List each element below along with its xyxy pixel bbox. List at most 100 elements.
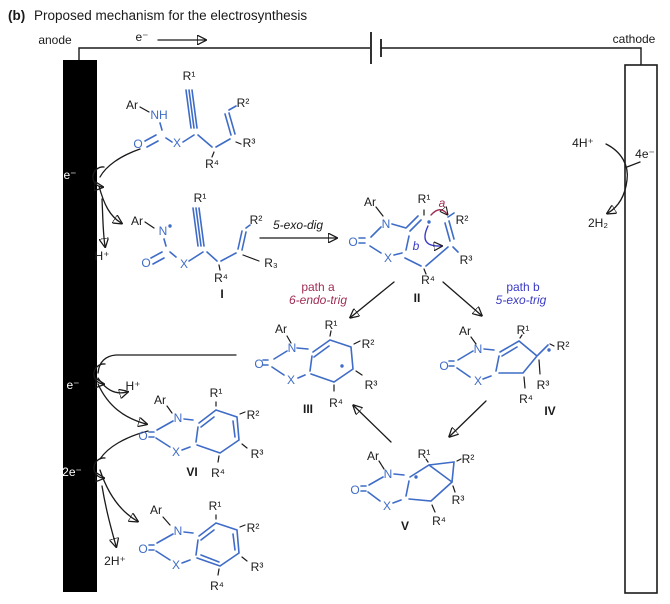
- bonds-black: [166, 401, 248, 463]
- arrow-ii-to-iv: [442, 281, 481, 315]
- numeral-iv: IV: [544, 404, 555, 418]
- structure-iv: Ar N O X R¹ R² R³ R⁴ IV: [439, 323, 569, 418]
- bonds-black: [144, 221, 260, 271]
- r3-label: R³: [251, 447, 264, 461]
- anode-e3-label: 2e⁻: [62, 465, 82, 479]
- r4-label: R⁴: [211, 466, 225, 480]
- flow-arrows: 5-exo-dig path a 6-endo-trig path b 5-ex…: [259, 218, 547, 443]
- n-label: N: [384, 467, 393, 481]
- r1-label: R¹: [194, 191, 207, 205]
- path-b-name: path b: [506, 280, 540, 294]
- r2-label: R²: [237, 96, 250, 110]
- r2-label: R²: [456, 213, 469, 227]
- figure-title-text: Proposed mechanism for the electrosynthe…: [34, 8, 307, 23]
- r1-label: R¹: [418, 192, 431, 206]
- n-label: N: [288, 341, 297, 355]
- path-a-mode: 6-endo-trig: [289, 293, 347, 307]
- curve-to-intermediate-i: [98, 185, 121, 223]
- ar-label: Ar: [364, 195, 376, 209]
- cathode-bar: [624, 64, 658, 594]
- line-iii-to-anode: [97, 354, 237, 374]
- n-label: N: [474, 342, 483, 356]
- r2-label: R²: [250, 213, 263, 227]
- ar-label: Ar: [459, 324, 471, 338]
- bonds-black: [139, 106, 242, 158]
- bonds-black: [378, 458, 462, 513]
- r3-label: R³: [365, 378, 378, 392]
- bonds-black: [470, 334, 555, 389]
- r2-label: R²: [362, 337, 375, 351]
- ar-label: Ar: [154, 393, 166, 407]
- electron-hook-2: [93, 363, 106, 384]
- n-label: N: [382, 217, 391, 231]
- numeral-i: I: [220, 287, 223, 301]
- ar-label: Ar: [275, 322, 287, 336]
- numeral-iii: III: [303, 402, 313, 416]
- cathode-electrons-label: 4e⁻: [635, 147, 655, 161]
- r2-label: R²: [557, 339, 570, 353]
- x-label: X: [384, 251, 392, 265]
- r1-label: R¹: [325, 318, 338, 332]
- ar-label: Ar: [150, 503, 162, 517]
- bonds-blue: [144, 89, 237, 148]
- wire-left: [78, 47, 370, 60]
- arrow-a-label: a: [439, 196, 446, 210]
- r4-label: R⁴: [214, 271, 228, 285]
- r1-label: R¹: [209, 499, 222, 513]
- bonds-blue: [148, 522, 240, 567]
- anode-e1-label: e⁻: [63, 168, 76, 182]
- r1-label: R¹: [183, 69, 196, 83]
- o-label: O: [348, 235, 357, 249]
- curved-arrow-b: [424, 225, 441, 246]
- radical-dot-icon: [547, 348, 551, 352]
- r3-label: R³: [243, 136, 256, 150]
- o-label: O: [439, 359, 448, 373]
- x-label: X: [172, 445, 180, 459]
- bonds-blue: [448, 340, 549, 380]
- proton-2-label: H⁺: [126, 379, 141, 393]
- cathode-electron-tick: [626, 161, 641, 168]
- r4-label: R⁴: [432, 514, 446, 528]
- n-label: N: [174, 524, 183, 538]
- structure-starting-material: Ar NH O X R¹ R² R³ R⁴: [126, 69, 255, 171]
- numeral-ii: II: [414, 291, 421, 305]
- r3-label: R³: [452, 493, 465, 507]
- bonds-black: [162, 514, 248, 576]
- arrow-v-to-iii: [354, 406, 392, 443]
- anode-label: anode: [38, 33, 72, 47]
- figure-title: (b) Proposed mechanism for the electrosy…: [8, 8, 307, 23]
- r1-label: R¹: [418, 447, 431, 461]
- proton-3-label: 2H⁺: [104, 554, 126, 568]
- r4-label: R⁴: [329, 396, 343, 410]
- curve-hydrogen-evolution: [606, 143, 628, 213]
- proton-1-label: H⁺: [95, 249, 110, 263]
- x-label: X: [287, 373, 295, 387]
- n-label: N: [174, 411, 183, 425]
- radical-dot-icon: [340, 364, 344, 368]
- x-label: X: [383, 499, 391, 513]
- o-label: O: [350, 483, 359, 497]
- r1-label: R¹: [517, 323, 530, 337]
- anode-events: e⁻ e⁻ 2e⁻ H⁺ H⁺ 2H⁺: [62, 148, 237, 568]
- r2-label: R²: [462, 452, 475, 466]
- bonds-black: [375, 206, 427, 275]
- r3-label: R³: [537, 378, 550, 392]
- cathode-events: 4H⁺ 4e⁻ 2H₂: [572, 136, 655, 230]
- r3-label: R³: [460, 253, 473, 267]
- bonds-blue: [360, 461, 455, 504]
- r2-label: R²: [247, 408, 260, 422]
- cathode-label: cathode: [613, 32, 656, 46]
- r2-label: R²: [247, 521, 260, 535]
- x-label: X: [180, 257, 188, 271]
- curve-to-proton-1: [102, 198, 105, 246]
- curve-vi-to-anode: [99, 430, 149, 460]
- radical-dot-icon: [414, 475, 418, 479]
- structure-ii: a b Ar N O X R¹ R² R³ R⁴ II: [348, 192, 472, 305]
- cathode-protons-label: 4H⁺: [572, 136, 594, 150]
- o-label: O: [133, 137, 142, 151]
- r4-label: R⁴: [210, 579, 224, 593]
- figure-tag: (b): [8, 8, 25, 23]
- curve-substrate-to-anode: [99, 148, 141, 178]
- x-label: X: [172, 558, 180, 572]
- bonds-blue: [148, 409, 240, 454]
